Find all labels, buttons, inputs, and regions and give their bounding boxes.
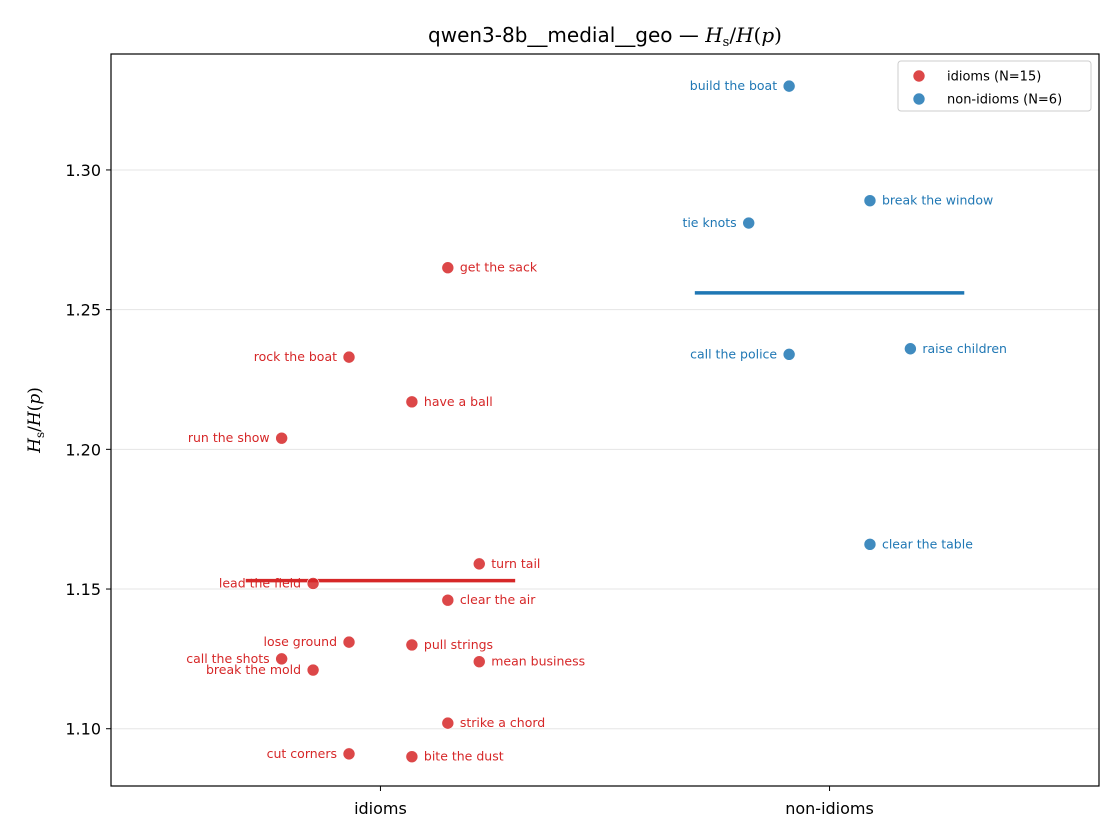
point-break-the-window — [863, 194, 877, 207]
ylabel-paren-close: ) — [25, 387, 45, 394]
point-lose-ground — [342, 635, 356, 649]
point-tie-knots — [742, 216, 756, 230]
point-label-strike-a-chord: strike a chord — [460, 715, 545, 730]
x-tick-label-idioms: idioms — [354, 799, 407, 818]
point-clear-the-air — [441, 593, 455, 607]
point-pull-strings — [405, 638, 419, 652]
point-cut-corners — [342, 747, 356, 761]
y-tick-label-1.30: 1.30 — [65, 161, 101, 180]
point-label-break-the-window: break the window — [882, 193, 993, 208]
ylabel-subscript: s — [33, 432, 47, 438]
point-mean-business — [472, 655, 486, 668]
point-label-mean-business: mean business — [491, 654, 585, 669]
point-label-lose-ground: lose ground — [263, 634, 337, 649]
point-label-run-the-show: run the show — [188, 430, 270, 445]
point-label-lead-the-field: lead the field — [219, 575, 301, 590]
point-strike-a-chord — [441, 716, 455, 730]
title-formula-subscript: s — [723, 35, 730, 50]
ylabel-slash: / — [25, 426, 45, 432]
point-label-call-the-shots: call the shots — [186, 651, 269, 666]
point-run-the-show — [275, 431, 288, 445]
legend: idioms (N=15) non-idioms (N=6) — [897, 60, 1092, 112]
y-axis-label: Hs/H(p) — [25, 387, 47, 454]
point-get-the-sack — [441, 261, 455, 275]
point-label-pull-strings: pull strings — [424, 637, 493, 652]
ylabel-p: p — [25, 394, 45, 405]
ylabel-h2: H — [25, 410, 45, 427]
y-axis-ticks: 1.10 1.15 1.20 1.25 1.30 — [65, 161, 111, 739]
point-rock-the-boat — [342, 350, 356, 364]
chart-title-prefix: qwen3-8b__medial__geo — — [428, 23, 705, 47]
point-label-break-the-mold: break the mold — [206, 662, 301, 677]
point-label-call-the-police: call the police — [690, 346, 777, 361]
point-labels: get the sack rock the boat have a ball run … — [186, 78, 1007, 764]
point-bite-the-dust — [405, 750, 419, 763]
legend-marker-idioms — [912, 69, 926, 83]
point-label-cut-corners: cut corners — [267, 746, 337, 761]
legend-label-non-idioms: non-idioms (N=6) — [947, 93, 1062, 108]
mean-lines — [245, 291, 965, 583]
y-tick-label-1.10: 1.10 — [65, 720, 101, 739]
point-clear-the-table — [863, 538, 877, 551]
plot-frame — [110, 53, 1100, 787]
legend-box — [897, 60, 1092, 112]
chart-title: qwen3-8b__medial__geo — Hs/H(p) — [428, 23, 782, 50]
point-label-bite-the-dust: bite the dust — [424, 749, 504, 764]
y-tick-label-1.20: 1.20 — [65, 440, 101, 459]
y-tick-label-1.15: 1.15 — [65, 580, 101, 599]
legend-label-idioms: idioms (N=15) — [947, 70, 1041, 85]
title-formula-p: p — [761, 23, 774, 47]
point-call-the-police — [782, 348, 796, 361]
point-label-build-the-boat: build the boat — [690, 78, 777, 93]
point-raise-children — [904, 342, 917, 356]
title-formula-h2: H — [735, 23, 754, 47]
point-break-the-mold — [306, 663, 320, 677]
point-turn-tail — [472, 557, 486, 571]
point-label-clear-the-table: clear the table — [882, 536, 973, 551]
point-label-rock-the-boat: rock the boat — [254, 349, 337, 364]
title-formula-h: H — [704, 23, 723, 47]
point-label-tie-knots: tie knots — [682, 215, 736, 230]
title-formula-rest: / — [729, 23, 736, 47]
y-tick-label-1.25: 1.25 — [65, 301, 101, 320]
point-build-the-boat — [782, 79, 796, 93]
title-formula-paren-open: ( — [754, 23, 762, 47]
point-call-the-shots — [275, 652, 288, 666]
point-lead-the-field — [306, 577, 320, 590]
point-label-have-a-ball: have a ball — [424, 394, 493, 409]
svg-text:Hs/H(p): Hs/H(p) — [25, 387, 47, 454]
grid-lines — [111, 169, 1099, 730]
x-tick-label-non-idioms: non-idioms — [785, 799, 874, 818]
point-label-clear-the-air: clear the air — [460, 592, 536, 607]
point-label-get-the-sack: get the sack — [460, 260, 538, 275]
legend-marker-non-idioms — [912, 92, 926, 106]
point-have-a-ball — [405, 395, 419, 409]
point-label-raise-children: raise children — [922, 341, 1007, 356]
ylabel-h: H — [25, 437, 45, 454]
point-label-turn-tail: turn tail — [491, 556, 540, 571]
data-points — [275, 79, 917, 763]
x-axis-ticks: idioms non-idioms — [354, 786, 874, 818]
ylabel-paren-open: ( — [25, 405, 45, 412]
title-formula-paren-close: ) — [774, 23, 782, 47]
